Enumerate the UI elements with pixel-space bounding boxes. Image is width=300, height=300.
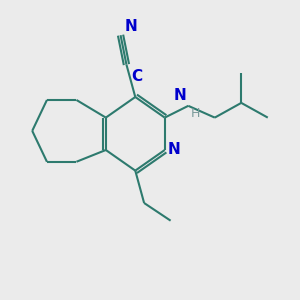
Text: H: H — [191, 107, 201, 120]
Text: N: N — [174, 88, 187, 103]
Text: C: C — [131, 69, 142, 84]
Text: N: N — [168, 142, 180, 158]
Text: N: N — [125, 19, 138, 34]
